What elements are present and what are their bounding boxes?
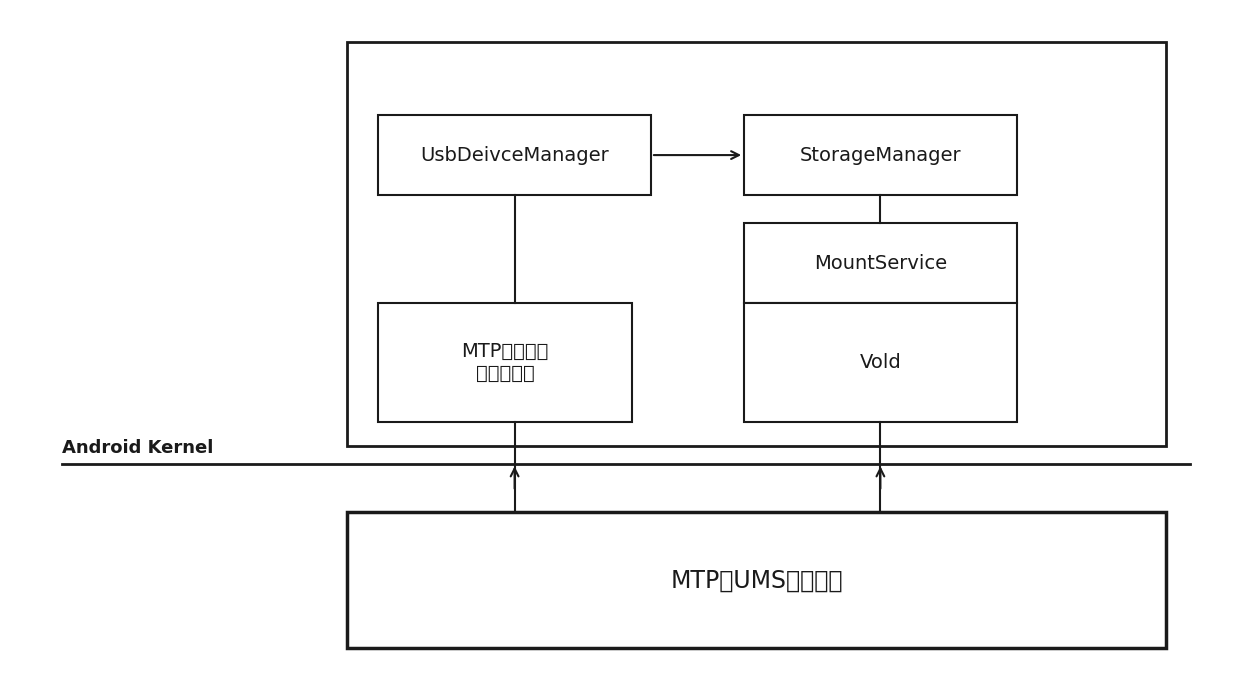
Bar bbox=[744, 115, 1017, 195]
Text: MountService: MountService bbox=[813, 254, 947, 273]
Bar bbox=[744, 223, 1017, 303]
Bar bbox=[347, 42, 1166, 446]
Text: UsbDeivceManager: UsbDeivceManager bbox=[420, 146, 609, 164]
Text: MTP服务（内
部存储器）: MTP服务（内 部存储器） bbox=[461, 342, 549, 383]
Text: Android Kernel: Android Kernel bbox=[62, 438, 213, 457]
Text: StorageManager: StorageManager bbox=[800, 146, 961, 164]
Bar bbox=[378, 115, 651, 195]
Bar bbox=[744, 303, 1017, 422]
Text: Vold: Vold bbox=[859, 353, 901, 372]
Bar bbox=[347, 512, 1166, 648]
Text: MTP、UMS共存实现: MTP、UMS共存实现 bbox=[670, 568, 843, 592]
Bar bbox=[378, 303, 632, 422]
